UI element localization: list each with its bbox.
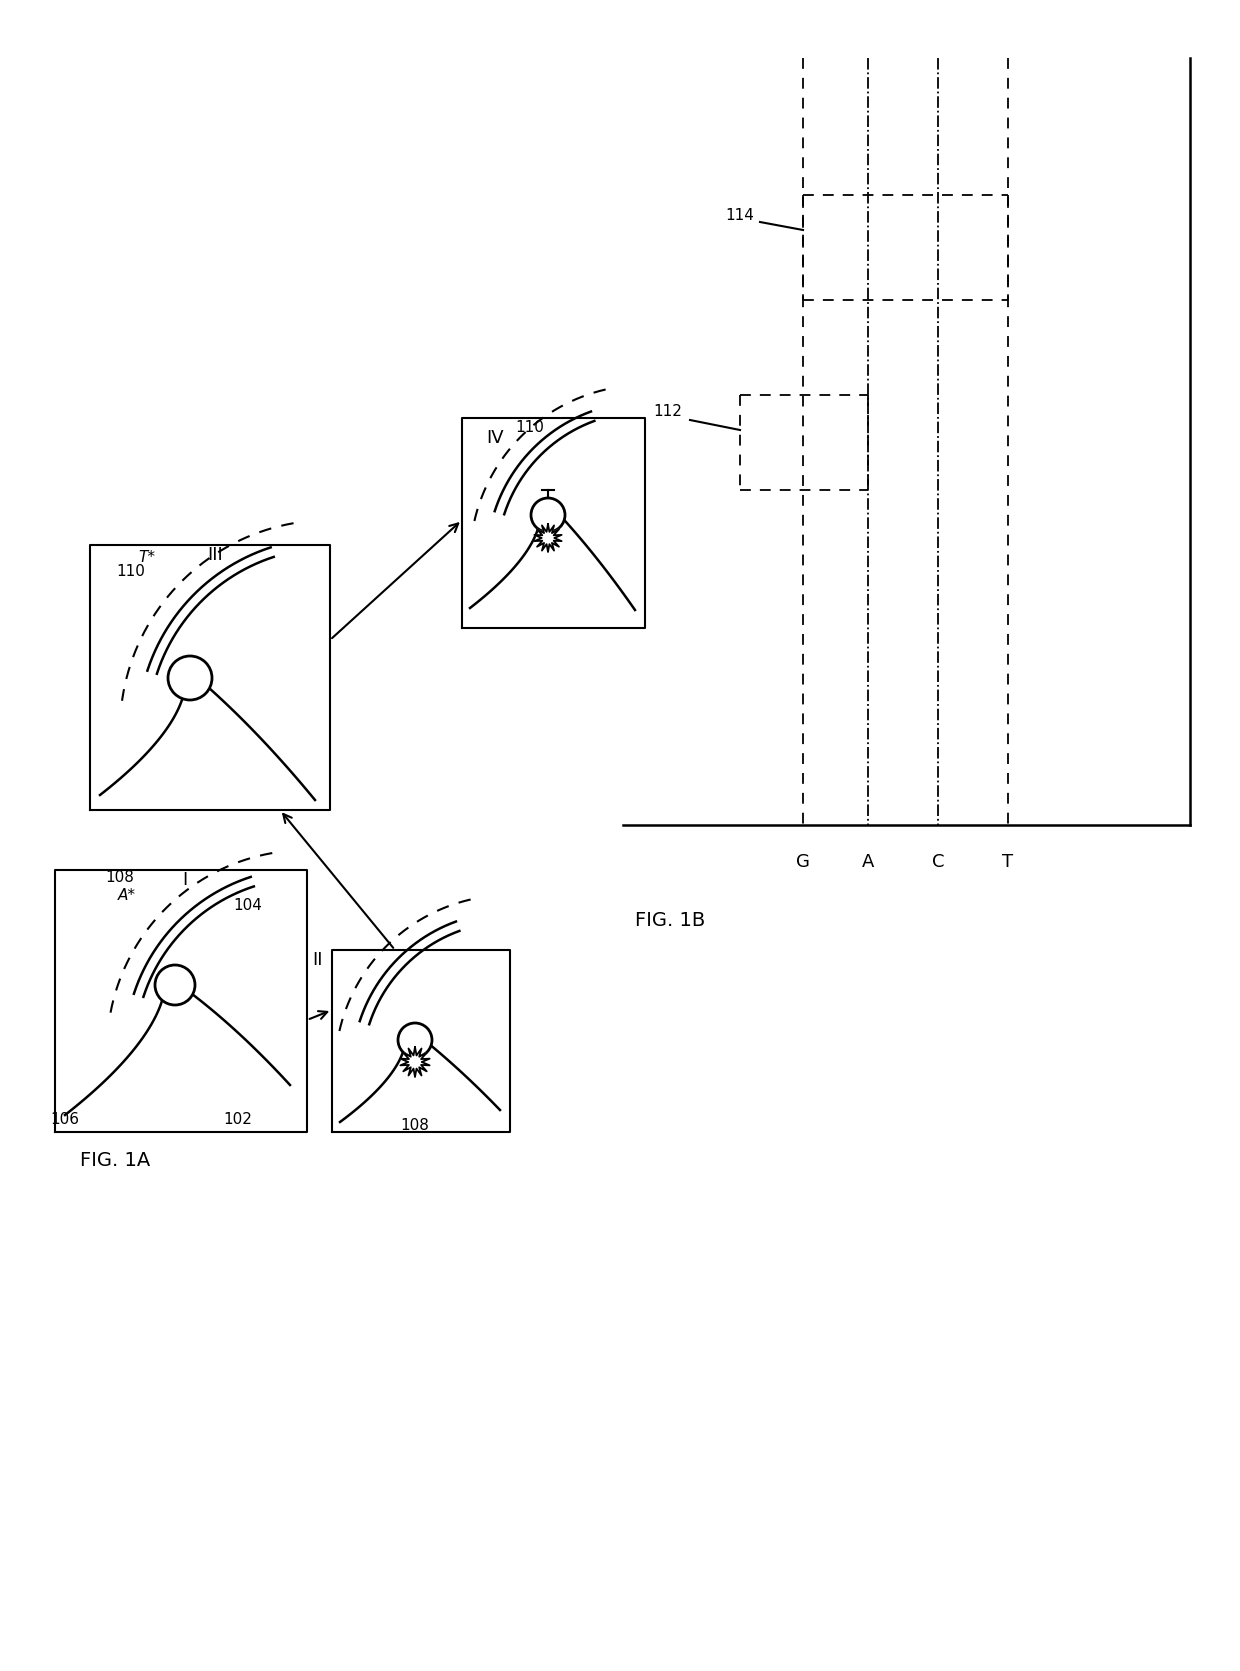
Text: A*: A* <box>118 887 136 902</box>
Text: C: C <box>931 852 944 871</box>
Text: 104: 104 <box>233 897 263 912</box>
Text: 112: 112 <box>653 404 682 419</box>
Circle shape <box>155 964 195 1004</box>
Text: 108: 108 <box>401 1118 429 1133</box>
Text: 106: 106 <box>51 1113 79 1128</box>
Text: FIG. 1B: FIG. 1B <box>635 911 706 929</box>
Text: I: I <box>182 871 187 889</box>
Circle shape <box>167 657 212 700</box>
Text: 110: 110 <box>117 565 145 580</box>
Text: III: III <box>207 546 223 565</box>
Text: T*: T* <box>138 550 155 565</box>
Circle shape <box>398 1023 432 1058</box>
Polygon shape <box>534 525 562 551</box>
Text: A: A <box>862 852 874 871</box>
Text: IV: IV <box>486 429 503 448</box>
Text: G: G <box>796 852 810 871</box>
Text: II: II <box>312 951 324 969</box>
Circle shape <box>531 498 565 531</box>
Text: 108: 108 <box>105 871 134 886</box>
Text: 102: 102 <box>223 1113 253 1128</box>
Text: 110: 110 <box>516 419 544 434</box>
Text: 114: 114 <box>725 207 754 222</box>
Text: FIG. 1A: FIG. 1A <box>81 1151 150 1170</box>
Polygon shape <box>401 1048 429 1078</box>
Text: T: T <box>1002 852 1013 871</box>
